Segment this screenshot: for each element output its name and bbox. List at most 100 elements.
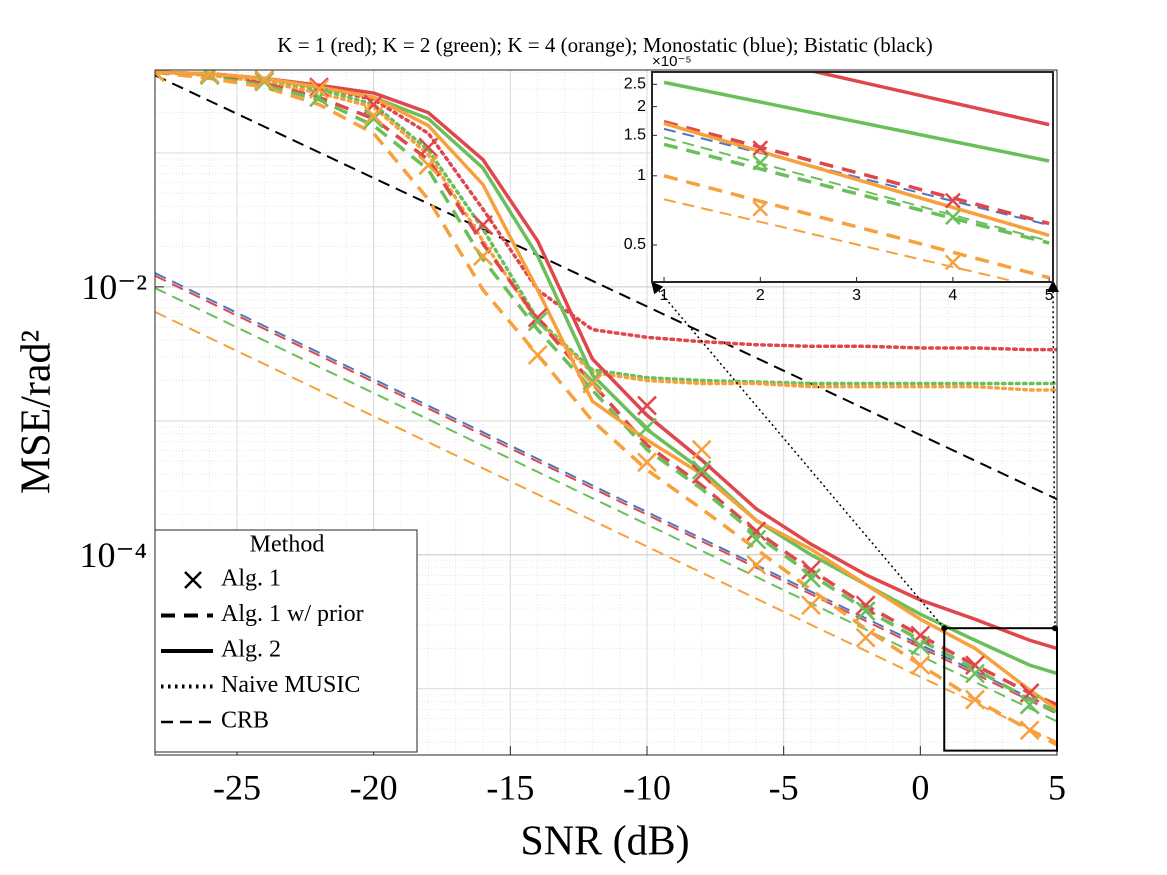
series-line [155,70,1057,392]
x-marker [801,560,821,580]
x-marker [1019,694,1040,715]
series-line [663,127,1050,227]
zoom-box [943,627,1058,752]
zoom-connector [1047,280,1060,629]
x-tick-label: 5 [1045,287,1054,304]
x-marker [691,439,712,460]
x-marker [637,452,657,473]
y-tick-label: 10⁻² [81,267,147,307]
x-tick-label: 5 [1048,767,1066,807]
x-marker [309,79,329,99]
legend-title: Method [250,532,325,558]
zoom-corner [941,625,948,632]
series-line [155,274,1057,715]
series-line [663,198,1022,282]
x-marker [582,373,603,394]
x-marker [527,345,548,365]
series-line [155,70,1057,714]
series-line [663,174,1050,280]
inset-exponent: ×10⁻⁵ [652,53,692,70]
x-marker [944,192,961,209]
y-tick-label: 0.5 [624,236,646,253]
x-marker [746,521,767,542]
legend-label: CRB [221,708,269,734]
x-marker [801,568,821,588]
x-marker [155,70,165,83]
x-marker [752,154,769,171]
x-marker [473,215,493,235]
x-marker [1019,720,1040,741]
axes-box [651,71,1054,283]
x-tick-label: 1 [660,287,669,304]
x-marker [254,70,275,90]
x-tick-label: -5 [769,767,799,807]
series-line [155,74,1057,501]
series-line [663,142,1050,245]
x-tick-label: 2 [756,287,765,304]
x-marker [910,635,931,656]
x-marker [965,655,985,676]
axes-box [154,69,1058,756]
y-tick-label: 10⁻⁴ [79,535,147,575]
x-marker [363,108,384,129]
y-tick-label: 1.5 [624,127,646,144]
series-group [155,70,1057,747]
x-marker [944,209,961,226]
x-marker [801,595,821,616]
x-axis-label: SNR (dB) [520,819,689,865]
series-line [663,121,1050,238]
x-marker [965,663,985,684]
legend-label: Naive MUSIC [221,672,360,698]
x-marker [582,370,603,391]
x-marker [752,140,769,156]
x-marker [910,655,931,676]
x-tick-label: -20 [350,767,398,807]
series-line [155,70,1057,747]
series-group [663,72,1050,282]
legend-box [154,529,418,753]
legend-label: Alg. 2 [221,637,281,663]
x-marker [910,625,931,646]
series-line [155,287,1057,723]
legend-label: Alg. 1 w/ prior [221,601,364,627]
x-marker [637,395,657,416]
x-marker [363,105,384,126]
x-marker [527,307,548,328]
series-line [155,311,1057,743]
x-marker [855,595,876,616]
x-marker [418,155,439,176]
x-marker [855,601,876,621]
x-marker [746,555,767,575]
series-line [155,272,1057,713]
y-tick-label: 2 [637,98,646,115]
x-marker [691,460,712,480]
x-marker [309,77,329,97]
series-line [663,80,1050,163]
y-tick-label: 1 [637,167,646,184]
y-axis-label: MSE/rad² [14,330,60,494]
x-marker [637,417,657,438]
zoom-corner [1052,625,1058,632]
x-tick-label: -25 [213,767,261,807]
x-tick-label: 3 [852,287,861,304]
x-marker [418,137,439,158]
x-tick-label: 0 [911,767,929,807]
x-marker [199,70,220,84]
x-marker [309,87,329,108]
series-line [663,119,1050,226]
x-tick-label: 4 [948,287,957,304]
x-marker [473,246,493,266]
x-marker [855,627,876,648]
x-tick-label: -15 [486,767,534,807]
chart-title: K = 1 (red); K = 2 (green); K = 4 (orang… [277,33,932,57]
series-line [663,136,1050,243]
x-marker [746,529,767,550]
series-line [155,70,1057,707]
y-tick-label: 2.5 [624,76,646,93]
series-line [155,70,1057,386]
legend-symbol [184,571,202,589]
x-marker [691,464,712,485]
x-marker [527,311,548,332]
